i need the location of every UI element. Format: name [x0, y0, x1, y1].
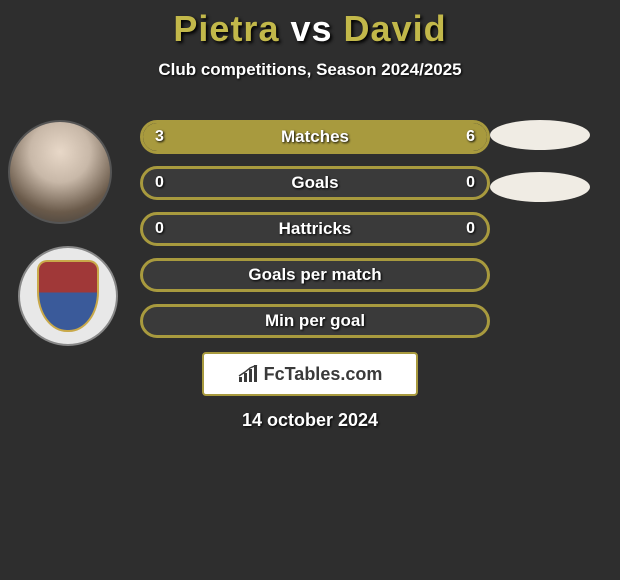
- bar-label: Matches: [143, 127, 487, 147]
- brand-box: FcTables.com: [202, 352, 418, 396]
- stat-bar: Min per goal: [140, 304, 490, 338]
- left-column: [8, 120, 118, 346]
- stat-bar: 00Hattricks: [140, 212, 490, 246]
- player2-club-placeholder: [490, 172, 590, 202]
- bar-label: Goals: [143, 173, 487, 193]
- chart-icon: [238, 365, 260, 383]
- stat-bar: 36Matches: [140, 120, 490, 154]
- stat-bar: 00Goals: [140, 166, 490, 200]
- club-shield-icon: [37, 260, 99, 332]
- player2-name: David: [344, 8, 447, 49]
- player2-avatar-placeholder: [490, 120, 590, 150]
- comparison-title: Pietra vs David: [0, 0, 620, 50]
- subtitle: Club competitions, Season 2024/2025: [0, 60, 620, 80]
- stat-bars: 36Matches 00Goals 00Hattricks Goals per mat…: [140, 120, 490, 350]
- player1-name: Pietra: [173, 8, 279, 49]
- bar-label: Min per goal: [143, 311, 487, 331]
- player1-avatar: [8, 120, 112, 224]
- player1-club-badge: [18, 246, 118, 346]
- bar-label: Hattricks: [143, 219, 487, 239]
- brand-text: FcTables.com: [264, 364, 383, 385]
- right-column: [490, 120, 600, 224]
- bar-label: Goals per match: [143, 265, 487, 285]
- date-text: 14 october 2024: [0, 410, 620, 431]
- stat-bar: Goals per match: [140, 258, 490, 292]
- title-vs: vs: [290, 8, 332, 49]
